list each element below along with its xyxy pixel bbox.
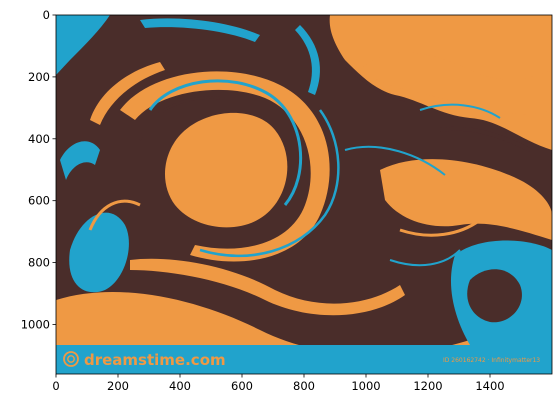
watermark-id: ID 260162742 · Infinitymatter13 <box>443 357 540 364</box>
y-tick-label: 400 <box>28 132 50 146</box>
y-tick-label: 800 <box>28 256 50 270</box>
x-axis: 0 200 400 600 800 1000 1200 1400 <box>52 374 505 393</box>
x-tick-label: 1400 <box>475 379 504 393</box>
watermark-brand: dreamstime.com <box>84 351 226 369</box>
x-tick-label: 400 <box>169 379 191 393</box>
watermark-bar <box>56 345 552 374</box>
x-tick-label: 1200 <box>413 379 442 393</box>
y-tick-label: 1000 <box>21 317 50 331</box>
y-tick-label: 200 <box>28 70 50 84</box>
marble-image: dreamstime.com ID 260162742 · Infinityma… <box>56 15 552 374</box>
x-tick-label: 800 <box>293 379 315 393</box>
x-tick-label: 200 <box>107 379 129 393</box>
y-axis: 0 200 400 600 800 1000 <box>21 8 56 331</box>
watermark-logo-icon <box>63 351 79 367</box>
y-tick-label: 600 <box>28 194 50 208</box>
x-tick-label: 0 <box>52 379 59 393</box>
x-tick-label: 1000 <box>351 379 380 393</box>
y-tick-label: 0 <box>43 8 50 22</box>
x-tick-label: 600 <box>231 379 253 393</box>
